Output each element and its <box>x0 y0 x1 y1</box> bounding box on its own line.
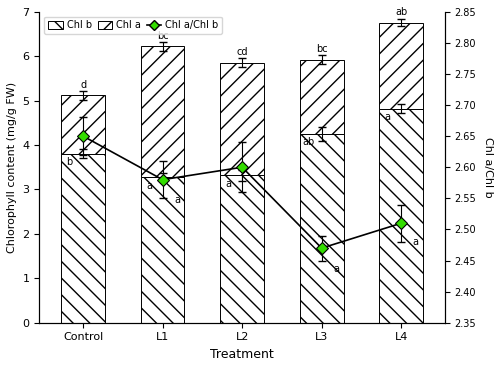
Bar <box>220 63 264 175</box>
Text: a: a <box>226 179 232 189</box>
Bar <box>220 175 264 323</box>
Text: ab: ab <box>395 7 407 17</box>
Y-axis label: Chlorophyll content (mg/g FW): Chlorophyll content (mg/g FW) <box>7 82 17 253</box>
Text: a: a <box>174 195 180 205</box>
Text: ab: ab <box>302 138 314 148</box>
Bar <box>61 95 105 154</box>
Text: cd: cd <box>236 47 248 57</box>
Text: a: a <box>333 263 339 274</box>
Text: bc: bc <box>316 45 328 54</box>
Bar <box>300 134 344 323</box>
Text: d: d <box>80 80 86 90</box>
Y-axis label: Chl a/Chl b: Chl a/Chl b <box>483 137 493 198</box>
Legend: Chl b, Chl a, Chl a/Chl b: Chl b, Chl a, Chl a/Chl b <box>44 17 222 34</box>
Text: a: a <box>146 181 152 191</box>
Text: b: b <box>66 158 72 167</box>
X-axis label: Treatment: Treatment <box>210 348 274 361</box>
Bar <box>380 109 423 323</box>
Bar <box>140 46 184 177</box>
Bar <box>140 177 184 323</box>
Text: bc: bc <box>157 31 168 41</box>
Bar <box>380 23 423 109</box>
Text: a: a <box>412 237 418 247</box>
Bar <box>61 154 105 323</box>
Bar <box>300 60 344 134</box>
Text: a: a <box>384 112 390 122</box>
